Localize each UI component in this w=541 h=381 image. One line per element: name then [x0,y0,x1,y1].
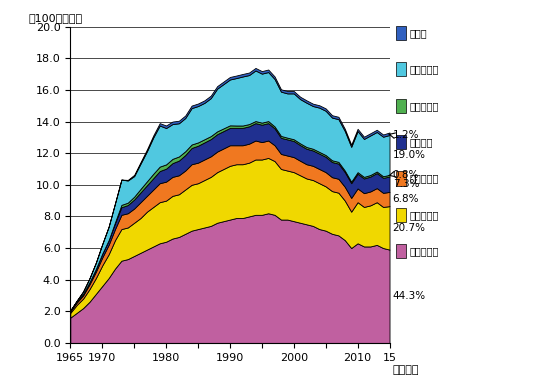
Text: （100万トン）: （100万トン） [29,13,83,24]
Text: 家庭業務用: 家庭業務用 [409,246,439,256]
Text: （年度）: （年度） [393,365,419,375]
Text: 自動車用: 自動車用 [409,137,433,147]
Text: 一般工業用: 一般工業用 [409,210,439,220]
Text: 1.2%: 1.2% [393,130,419,140]
Text: 電力用: 電力用 [409,28,427,38]
Text: 0.8%: 0.8% [393,170,419,180]
Text: 20.7%: 20.7% [393,223,426,233]
FancyBboxPatch shape [396,244,406,258]
FancyBboxPatch shape [396,208,406,222]
Text: 都市ガス用: 都市ガス用 [409,173,439,184]
Text: 化学原料用: 化学原料用 [409,64,439,74]
FancyBboxPatch shape [396,26,406,40]
Text: 6.8%: 6.8% [393,194,419,204]
FancyBboxPatch shape [396,171,406,186]
Text: 44.3%: 44.3% [393,291,426,301]
FancyBboxPatch shape [396,135,406,149]
Text: 7.3%: 7.3% [393,179,419,189]
Text: 19.0%: 19.0% [393,150,426,160]
FancyBboxPatch shape [396,99,406,113]
Text: 大口鉄鋼用: 大口鉄鋼用 [409,101,439,111]
FancyBboxPatch shape [396,62,406,77]
